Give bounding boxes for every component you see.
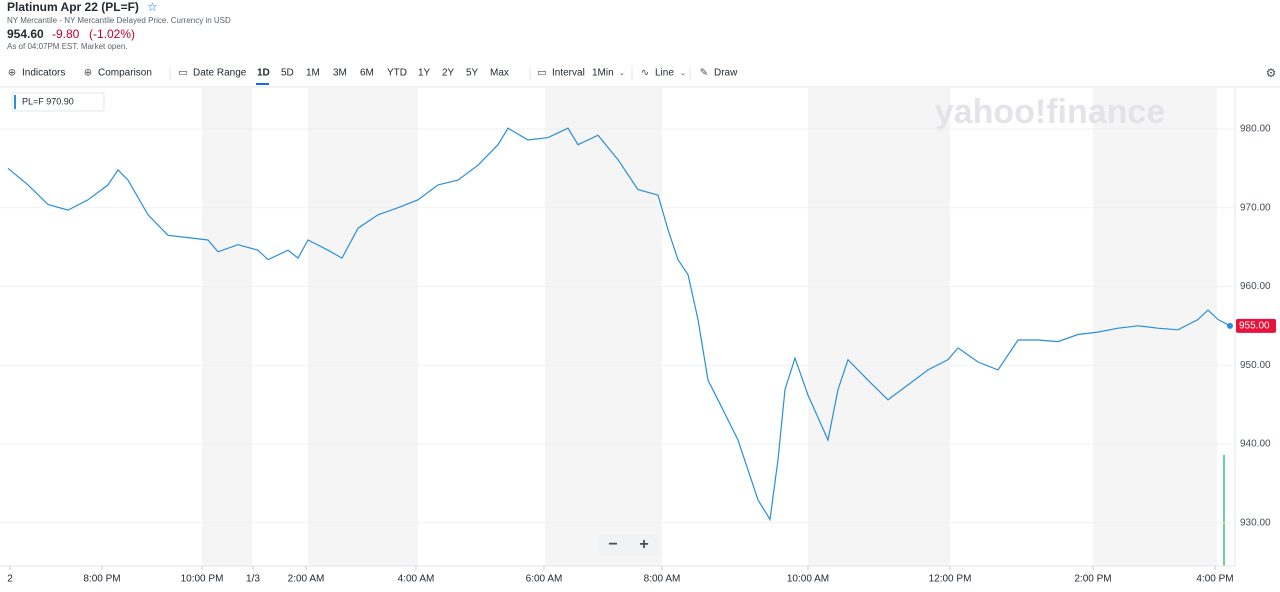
x-tick-label: 10:00 AM — [787, 574, 829, 585]
change: -9.80 — [52, 27, 80, 41]
as-of: As of 04:07PM EST. Market open. — [7, 42, 128, 51]
price: 954.60 — [7, 27, 44, 41]
dropdown-caret[interactable]: ⌄ — [619, 70, 625, 77]
subtitle: NY Mercantile - NY Mercantile Delayed Pr… — [7, 16, 231, 25]
x-tick-label: 2 — [7, 574, 13, 585]
title: Platinum Apr 22 (PL=F) — [7, 0, 139, 14]
x-tick-label: 4:00 AM — [398, 574, 435, 585]
toolbar-item[interactable]: Draw — [714, 68, 738, 79]
session-bands — [202, 88, 1217, 566]
x-tick-label: 2:00 PM — [1074, 574, 1111, 585]
toolbar-item[interactable]: Interval — [552, 68, 585, 79]
toolbar-item[interactable]: YTD — [387, 68, 407, 79]
band — [1093, 88, 1217, 566]
y-tick-label: 970.00 — [1240, 202, 1271, 213]
y-tick-label: 960.00 — [1240, 281, 1271, 292]
y-tick-label: 950.00 — [1240, 360, 1271, 371]
zoom-in[interactable]: + — [639, 536, 648, 553]
last-price-tag — [1236, 318, 1276, 333]
toolbar-item[interactable]: Max — [490, 68, 509, 79]
price-line — [7, 127, 1231, 522]
toolbar-item[interactable]: Indicators — [22, 68, 65, 79]
band — [545, 88, 662, 566]
x-tick-label: 10:00 PM — [181, 574, 224, 585]
band — [308, 88, 418, 566]
last-point — [1227, 322, 1233, 329]
band — [202, 88, 252, 566]
zoom-controls — [599, 534, 659, 556]
toolbar-item[interactable]: 1Min — [592, 68, 614, 79]
toolbar-item[interactable]: Date Range — [193, 68, 247, 79]
legend-swatch — [14, 95, 16, 109]
y-tick-label: 980.00 — [1240, 124, 1271, 135]
toolbar-icon[interactable]: ⊕ — [8, 68, 16, 79]
toolbar-item[interactable]: 2Y — [442, 68, 455, 79]
star-icon[interactable]: ☆ — [147, 0, 158, 14]
x-tick-label: 2:00 AM — [288, 574, 325, 585]
legend-label: PL=F 970.90 — [22, 96, 74, 106]
zoom-out[interactable]: − — [608, 536, 617, 553]
toolbar-item[interactable]: Comparison — [98, 68, 152, 79]
toolbar-item[interactable]: 1D — [257, 68, 270, 79]
x-tick-label: 6:00 AM — [526, 574, 563, 585]
x-tick-label: 1/3 — [246, 574, 260, 585]
band — [808, 88, 950, 566]
change-percent: (-1.02%) — [89, 27, 135, 41]
toolbar-icon[interactable]: ✎ — [700, 68, 708, 79]
toolbar-item[interactable]: 6M — [360, 68, 374, 79]
y-tick-label: 930.00 — [1240, 517, 1271, 528]
toolbar-item[interactable]: 1Y — [418, 68, 431, 79]
toolbar-icon[interactable]: ▭ — [537, 68, 546, 79]
toolbar-item[interactable]: 5Y — [466, 68, 479, 79]
toolbar-icon[interactable]: ▭ — [178, 68, 187, 79]
toolbar-item[interactable]: 5D — [281, 68, 294, 79]
toolbar-item[interactable]: 1M — [306, 68, 320, 79]
toolbar-item[interactable]: Line — [655, 68, 674, 79]
toolbar-icon[interactable]: ⊕ — [84, 68, 92, 79]
legend-box — [11, 92, 105, 112]
x-tick-label: 8:00 PM — [83, 574, 120, 585]
y-tick-label: 940.00 — [1240, 439, 1271, 450]
toolbar-icon[interactable]: ∿ — [641, 68, 649, 79]
x-tick-label: 8:00 AM — [644, 574, 681, 585]
last-price-label: 955.00 — [1239, 320, 1270, 331]
x-tick-label: 4:00 PM — [1196, 574, 1233, 585]
settings-icon[interactable]: ⚙ — [1266, 66, 1277, 80]
dropdown-caret[interactable]: ⌄ — [680, 70, 686, 77]
x-tick-label: 12:00 PM — [929, 574, 972, 585]
toolbar-item[interactable]: 3M — [333, 68, 347, 79]
watermark: yahoo!finance — [935, 93, 1165, 131]
